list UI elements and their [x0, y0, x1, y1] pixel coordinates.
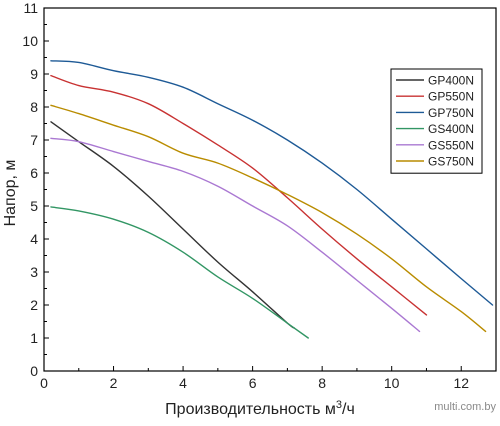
- series-lines: [50, 60, 494, 339]
- y-tick-label: 4: [30, 231, 38, 247]
- legend-label-gs750n: GS750N: [428, 155, 474, 169]
- legend-label-gs550n: GS550N: [428, 138, 474, 152]
- legend-label-gp400n: GP400N: [428, 74, 474, 88]
- legend-label-gp750n: GP750N: [428, 106, 474, 120]
- x-tick-label: 12: [453, 375, 469, 391]
- x-tick-label: 6: [249, 375, 257, 391]
- y-tick-label: 1: [30, 330, 38, 346]
- y-tick-label: 5: [30, 198, 38, 214]
- x-tick-label: 10: [384, 375, 400, 391]
- y-tick-label: 2: [30, 297, 38, 313]
- x-tick-label: 2: [110, 375, 118, 391]
- legend-box: [390, 68, 483, 174]
- series-line-gp550n: [50, 74, 428, 316]
- y-tick-label: 6: [30, 165, 38, 181]
- y-tick-label: 11: [23, 0, 38, 16]
- y-tick-label: 7: [30, 132, 38, 148]
- legend-label-gs400n: GS400N: [428, 122, 474, 136]
- x-tick-label: 0: [40, 375, 48, 391]
- y-tick-label: 8: [30, 99, 38, 115]
- legend-label-gp550n: GP550N: [428, 90, 474, 104]
- watermark-text: multi.com.by: [434, 401, 496, 413]
- series-line-gs750n: [50, 104, 487, 333]
- x-axis-title: Производительность м3/ч: [165, 399, 355, 418]
- y-axis-title: Напор, м: [2, 160, 19, 227]
- series-line-gp400n: [50, 121, 296, 329]
- series-line-gs400n: [50, 206, 309, 339]
- y-tick-label: 3: [30, 264, 38, 280]
- y-tick-label: 10: [22, 33, 38, 49]
- x-tick-label: 4: [179, 375, 187, 391]
- legend: GP400N GP550N GP750N GS400N GS550N GS750N: [390, 68, 483, 174]
- series-line-gs550n: [50, 137, 421, 333]
- x-tick-label: 8: [318, 375, 326, 391]
- series-line-gp750n: [50, 60, 494, 306]
- y-tick-label: 9: [30, 66, 38, 82]
- plot-frame: [43, 7, 497, 372]
- y-tick-label: 0: [30, 363, 38, 379]
